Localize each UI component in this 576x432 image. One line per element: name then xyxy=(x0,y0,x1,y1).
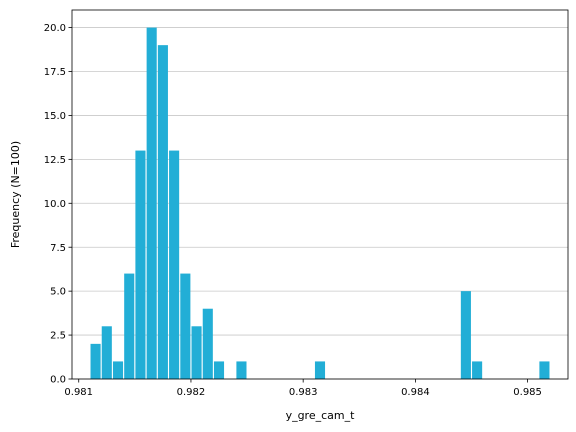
histogram-bar xyxy=(314,361,326,379)
histogram-bar xyxy=(157,45,168,380)
histogram-bar xyxy=(112,361,124,379)
histogram-bar xyxy=(460,291,471,379)
y-tick-label: 5.0 xyxy=(50,287,66,298)
histogram-bar xyxy=(180,273,191,379)
histogram-bar xyxy=(472,361,483,379)
histogram-bar xyxy=(539,361,550,379)
y-tick-label: 12.5 xyxy=(44,155,66,166)
histogram-bar xyxy=(90,343,101,379)
histogram-bar xyxy=(101,326,112,379)
histogram-bar xyxy=(146,27,157,379)
y-tick-label: 20.0 xyxy=(44,23,66,34)
histogram-bar xyxy=(202,308,213,379)
histogram-bar xyxy=(191,326,202,379)
x-tick-label: 0.981 xyxy=(64,387,93,398)
histogram-bars xyxy=(90,27,550,380)
histogram-bar xyxy=(135,150,146,379)
y-axis-ticks: 0.0 2.5 5.0 7.5 10.0 12.5 15.0 17.5 20.0 xyxy=(44,23,72,386)
y-tick-label: 10.0 xyxy=(44,199,66,210)
histogram-bar xyxy=(124,273,135,379)
x-tick-label: 0.984 xyxy=(401,387,430,398)
y-tick-label: 2.5 xyxy=(50,331,66,342)
x-tick-label: 0.982 xyxy=(177,387,206,398)
histogram-bar xyxy=(213,361,225,379)
histogram-bar xyxy=(169,150,180,379)
x-tick-label: 0.985 xyxy=(513,387,542,398)
x-tick-label: 0.983 xyxy=(289,387,318,398)
y-tick-label: 15.0 xyxy=(44,111,66,122)
x-axis-label: y_gre_cam_t xyxy=(286,409,356,422)
plot-frame xyxy=(71,9,569,380)
y-tick-label: 0.0 xyxy=(50,375,66,386)
y-tick-label: 17.5 xyxy=(44,67,66,78)
grid-lines xyxy=(72,27,568,380)
x-axis-ticks: 0.981 0.982 0.983 0.984 0.985 xyxy=(64,379,542,398)
histogram-bar xyxy=(236,361,247,379)
y-tick-label: 7.5 xyxy=(50,243,66,254)
y-axis-label: Frequency (N=100) xyxy=(9,141,22,248)
